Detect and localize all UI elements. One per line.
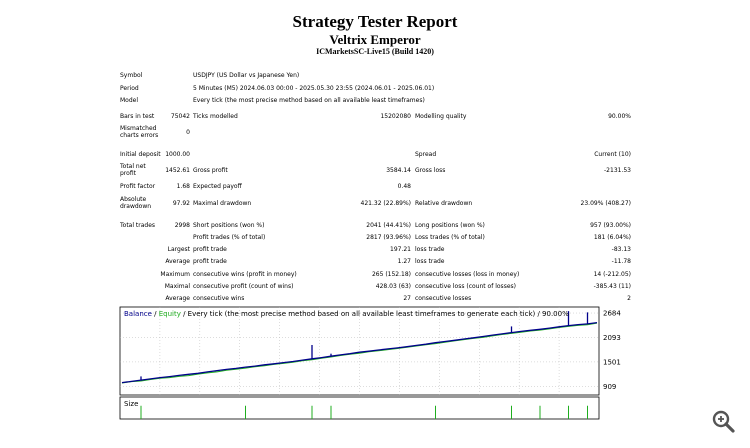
max-consecutive-wins-label: consecutive wins (profit in money) [193, 271, 297, 278]
size-plot-frame [119, 396, 600, 420]
report-title: Strategy Tester Report [292, 12, 458, 31]
chart-plot-frame [119, 306, 600, 396]
largest-label: Largest [167, 246, 190, 253]
model-label: Model [120, 97, 139, 104]
symbol-label: Symbol [120, 72, 143, 79]
chart-description: / Every tick (the most precise method ba… [181, 310, 569, 318]
y-tick-label: 1501 [603, 358, 621, 366]
zoom-in-magnifier-icon[interactable] [709, 408, 737, 436]
period-value: 5 Minutes (M5) 2024.06.03 00:00 - 2025.0… [193, 85, 435, 92]
max-consecutive-losses-label: consecutive losses (loss in money) [415, 271, 520, 278]
period-label: Period [120, 85, 139, 92]
average-consecutive-wins-label: consecutive wins [193, 295, 245, 302]
gross-loss-value: -2131.53 [604, 167, 631, 174]
max-consecutive-losses-value: 14 (-212.05) [593, 271, 631, 278]
spread-value: Current (10) [594, 151, 631, 158]
total-trades-value: 2998 [174, 222, 190, 229]
maximal-consecutive-loss-value: -385.43 (11) [593, 283, 631, 290]
ticks-value: 15202080 [380, 113, 411, 120]
largest-loss-label: loss trade [415, 246, 445, 253]
profit-trades-value: 2817 (93.96%) [366, 234, 411, 241]
bars-label: Bars in test [120, 113, 155, 120]
series-line-balance [121, 321, 598, 384]
long-positions-label: Long positions (won %) [415, 222, 485, 229]
chart-ticks: 2684 2093 1501 909 [603, 310, 621, 391]
net-profit-label: Total net [120, 163, 146, 170]
chart-series-layer [121, 311, 598, 384]
modelling-quality-label: Modelling quality [415, 113, 467, 120]
largest-profit-value: 197.21 [390, 246, 411, 253]
short-positions-label: Short positions (won %) [193, 222, 265, 229]
expert-name: Veltrix Emperor [329, 32, 421, 47]
spread-label: Spread [415, 151, 437, 158]
average-consecutive-wins-value: 27 [403, 295, 411, 302]
bars-value: 75042 [170, 113, 190, 120]
y-tick-label: 2093 [603, 334, 621, 342]
largest-profit-label: profit trade [193, 246, 227, 253]
symbol-value: USDJPY (US Dollar vs Japanese Yen) [193, 72, 300, 79]
maximal-label: Maximal [164, 283, 190, 290]
average-consecutive-losses-label: consecutive losses [415, 295, 472, 302]
gross-profit-label: Gross profit [193, 167, 228, 174]
net-profit-label-2: profit [120, 170, 136, 177]
average-profit-value: 1.27 [397, 258, 411, 265]
absolute-drawdown-value: 97.92 [172, 200, 190, 207]
legend-separator: / [152, 310, 159, 318]
average-label: Average [165, 258, 190, 265]
relative-drawdown-label: Relative drawdown [415, 200, 473, 207]
size-bars [140, 405, 588, 419]
chart-legend: Balance / Equity / Every tick (the most … [124, 310, 569, 318]
mismatched-value: 0 [186, 129, 190, 136]
maximal-consecutive-profit-value: 428.03 (63) [375, 283, 411, 290]
ticks-label: Ticks modelled [193, 113, 238, 120]
expected-payoff-value: 0.48 [397, 183, 411, 190]
chart-grid [120, 307, 599, 395]
largest-loss-value: -83.13 [611, 246, 631, 253]
profit-trades-label: Profit trades (% of total) [193, 234, 266, 241]
initial-deposit-label: Initial deposit [120, 151, 161, 158]
profit-factor-label: Profit factor [120, 183, 156, 190]
average-loss-value: -11.78 [611, 258, 631, 265]
gross-profit-value: 3584.14 [386, 167, 411, 174]
absolute-drawdown-label-2: drawdown [120, 203, 152, 210]
max-consecutive-wins-value: 265 (152.18) [371, 271, 411, 278]
relative-drawdown-value: 23.09% (408.27) [580, 200, 631, 207]
maximum-label: Maximum [160, 271, 190, 278]
average-loss-label: loss trade [415, 258, 445, 265]
model-value: Every tick (the most precise method base… [193, 97, 425, 104]
initial-deposit-value: 1000.00 [165, 151, 190, 158]
mismatched-label: Mismatched [120, 125, 157, 132]
size-label: Size [124, 400, 138, 408]
long-positions-value: 957 (93.00%) [590, 222, 631, 229]
total-trades-label: Total trades [120, 222, 156, 229]
y-tick-label: 909 [603, 383, 616, 391]
absolute-drawdown-label: Absolute [120, 196, 147, 203]
average-consecutive-losses-value: 2 [627, 295, 631, 302]
mismatched-label-2: charts errors [120, 132, 159, 139]
net-profit-value: 1452.61 [165, 167, 190, 174]
maximal-consecutive-loss-label: consecutive loss (count of losses) [415, 283, 516, 290]
expected-payoff-label: Expected payoff [193, 183, 242, 190]
server-build: ICMarketsSC-Live15 (Build 1420) [316, 47, 434, 56]
modelling-quality-value: 90.00% [608, 113, 631, 120]
gross-loss-label: Gross loss [415, 167, 446, 174]
short-positions-value: 2041 (44.41%) [366, 222, 411, 229]
loss-trades-label: Loss trades (% of total) [415, 234, 485, 241]
average-profit-label: profit trade [193, 258, 227, 265]
profit-factor-value: 1.68 [176, 183, 190, 190]
maximal-drawdown-label: Maximal drawdown [193, 200, 252, 207]
average-consecutive-label: Average [165, 295, 190, 302]
maximal-consecutive-profit-label: consecutive profit (count of wins) [193, 283, 294, 290]
legend-equity: Equity [159, 310, 181, 318]
y-tick-label: 2684 [603, 310, 621, 318]
series-line-equity [121, 322, 598, 384]
legend-balance: Balance [124, 310, 152, 318]
maximal-drawdown-value: 421.32 (22.89%) [360, 200, 411, 207]
loss-trades-value: 181 (6.04%) [593, 234, 631, 241]
